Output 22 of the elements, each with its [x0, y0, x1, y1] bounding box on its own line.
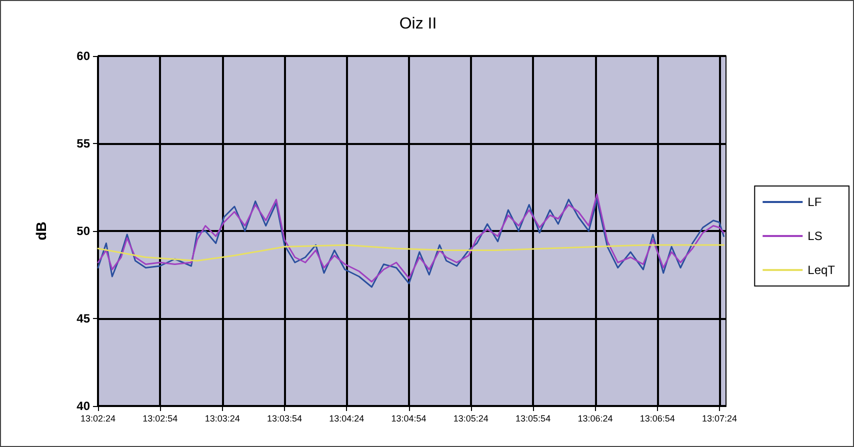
x-tick-label: 13:07:24: [702, 414, 738, 424]
y-tick-label: 55: [76, 136, 90, 150]
y-tick-label: 45: [76, 312, 90, 326]
y-tick-label: 40: [76, 399, 90, 413]
legend-label: LS: [808, 229, 822, 243]
legend-label: LF: [808, 195, 822, 209]
x-tick-label: 13:03:54: [266, 414, 302, 424]
x-tick-label: 13:05:24: [453, 414, 488, 424]
y-tick-label: 60: [76, 49, 90, 63]
x-tick-label: 13:04:54: [391, 414, 426, 424]
y-axis-title: dB: [33, 222, 49, 240]
chart-title: Oiz II: [399, 16, 437, 32]
x-tick-label: 13:02:24: [80, 414, 116, 424]
x-tick-label: 13:04:24: [329, 414, 364, 424]
x-tick-label: 13:06:24: [578, 414, 613, 424]
y-tick-label: 50: [76, 224, 90, 238]
legend-label: LeqT: [808, 263, 836, 277]
x-tick-label: 13:06:54: [640, 414, 675, 424]
x-tick-label: 13:03:24: [204, 414, 240, 424]
line-series: [97, 244, 725, 262]
x-tick-label: 13:02:54: [142, 414, 178, 424]
x-tick-label: 13:05:54: [516, 414, 551, 424]
